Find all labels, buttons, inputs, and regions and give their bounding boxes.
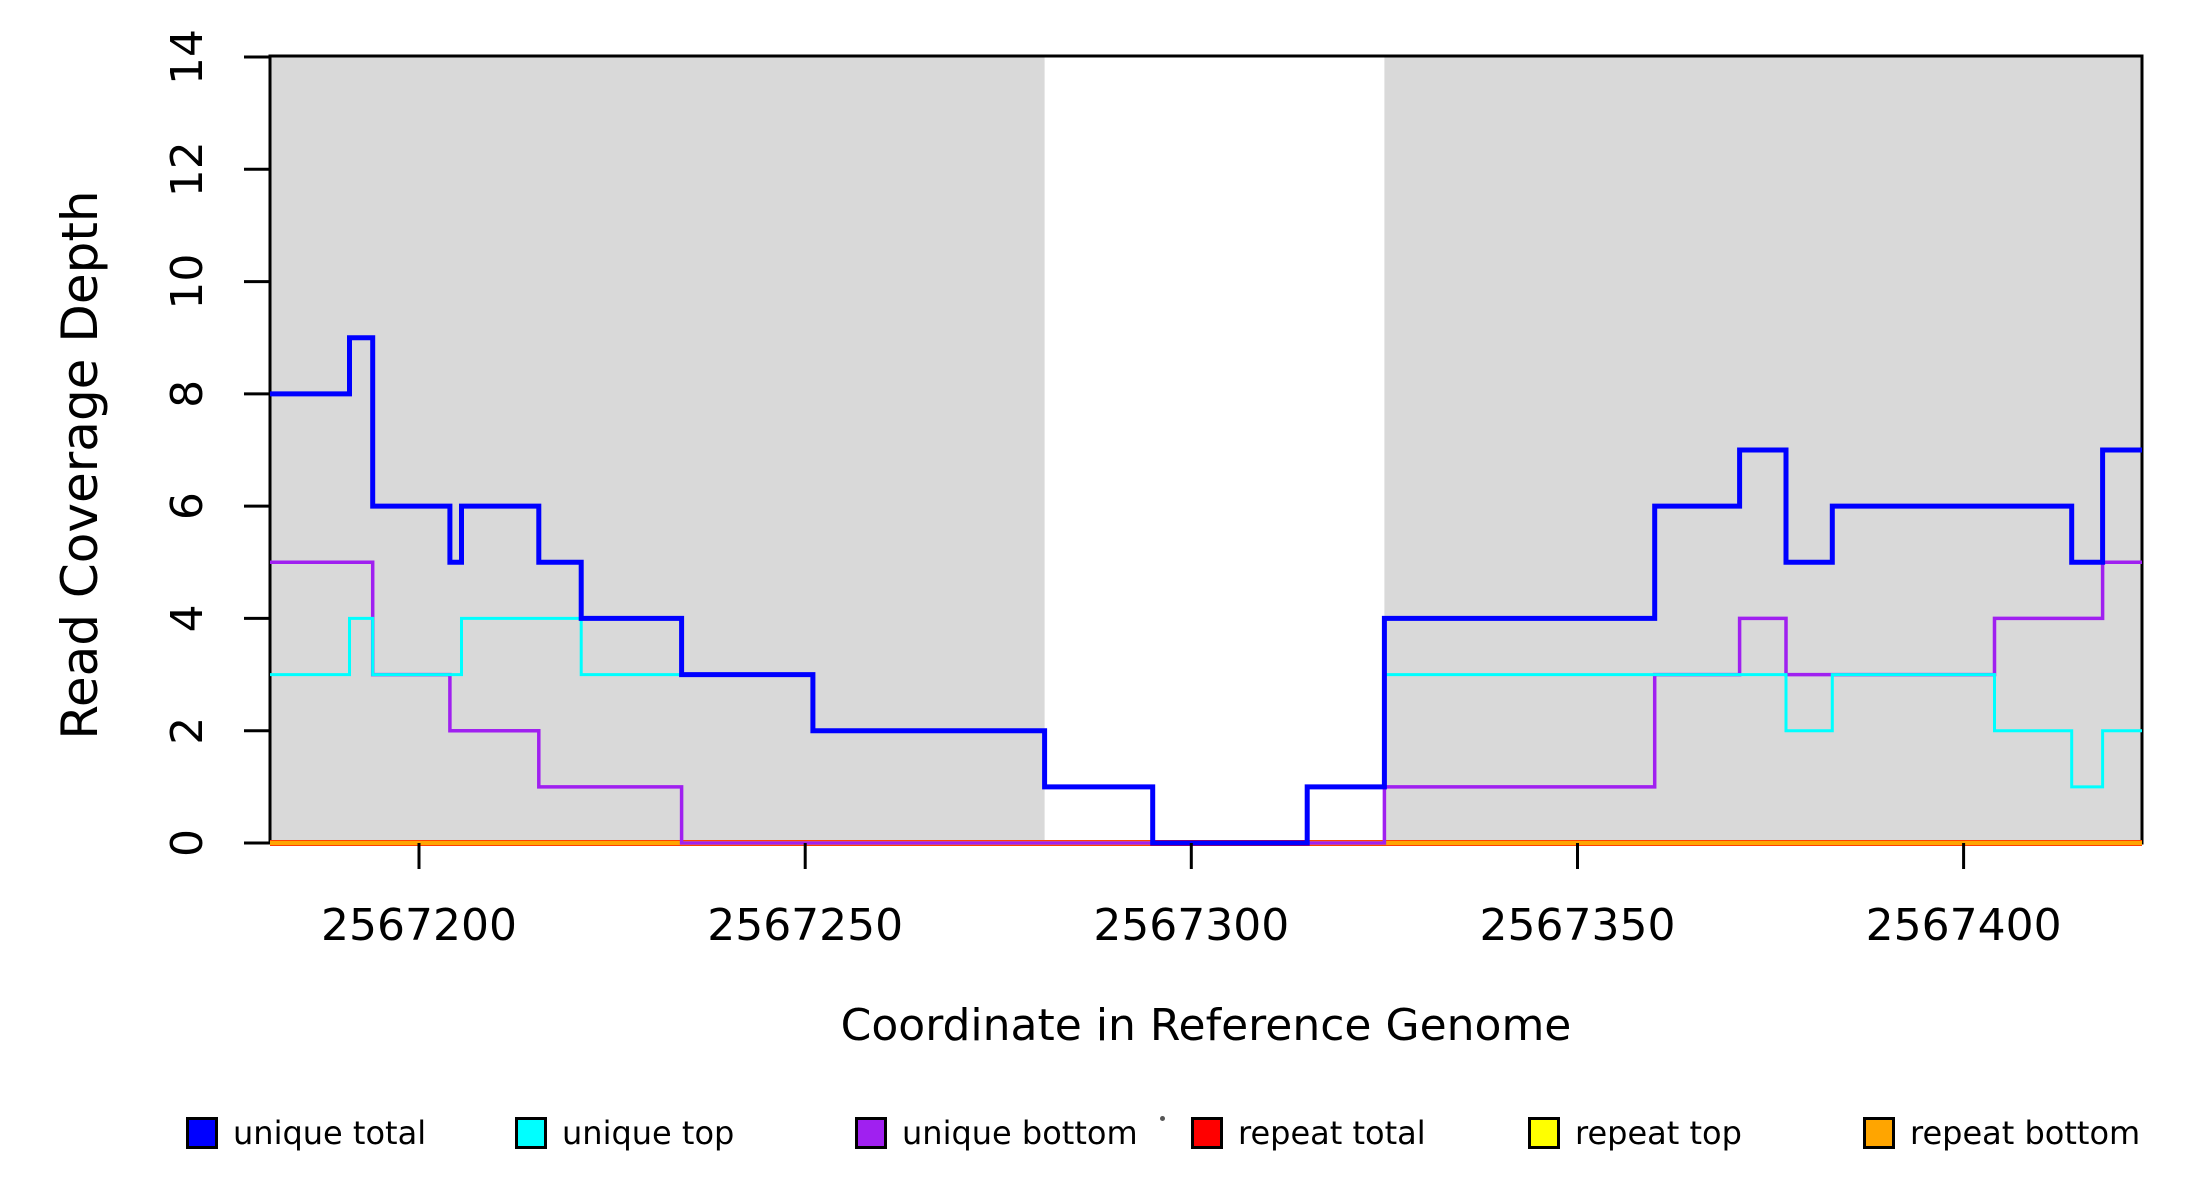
y-tick-label: 14	[162, 29, 213, 85]
legend-label: repeat top	[1575, 1114, 1742, 1152]
stray-mark	[1160, 1116, 1165, 1121]
unique-total-swatch-icon	[186, 1117, 218, 1149]
legend-label: unique top	[562, 1114, 735, 1152]
y-tick-label: 0	[162, 829, 213, 857]
legend-item-repeat-bottom: repeat bottom	[1863, 1114, 2140, 1152]
series-line-unique-bottom	[270, 560, 2142, 845]
unique-top-swatch-icon	[515, 1117, 547, 1149]
shaded-regions	[270, 57, 2142, 843]
axis-ticks	[244, 55, 1966, 869]
legend-label: unique bottom	[902, 1114, 1138, 1152]
series-lines	[270, 335, 2142, 846]
x-tick-label: 2567400	[1866, 900, 2062, 951]
y-tick-label: 8	[162, 380, 213, 408]
x-tick-label: 2567200	[321, 900, 517, 951]
y-tick-label: 4	[162, 604, 213, 632]
legend-label: repeat total	[1238, 1114, 1426, 1152]
legend-label: repeat bottom	[1910, 1114, 2141, 1152]
series-line-unique-total	[270, 335, 2142, 846]
legend-item-unique-bottom: unique bottom	[855, 1114, 1138, 1152]
x-tick-label: 2567350	[1480, 900, 1676, 951]
x-tick-label: 2567300	[1093, 900, 1289, 951]
legend-label: unique total	[233, 1114, 427, 1152]
shaded-band	[270, 57, 1045, 843]
y-axis-title: Read Coverage Depth	[51, 190, 109, 739]
legend-item-repeat-total: repeat total	[1191, 1114, 1426, 1152]
repeat-bottom-swatch-icon	[1863, 1117, 1895, 1149]
legend-item-repeat-top: repeat top	[1528, 1114, 1742, 1152]
legend-item-unique-top: unique top	[515, 1114, 734, 1152]
y-tick-label: 2	[162, 717, 213, 745]
axis-tick-labels: 2567200 2567250 2567300 2567350 2567400 0 2 4 6 8…	[162, 29, 2062, 951]
unique-bottom-swatch-icon	[855, 1117, 887, 1149]
x-axis-title: Coordinate in Reference Genome	[841, 1000, 1572, 1051]
y-tick-label: 6	[162, 492, 213, 520]
y-tick-label: 12	[162, 141, 213, 197]
repeat-total-swatch-icon	[1191, 1117, 1223, 1149]
x-tick-label: 2567250	[707, 900, 903, 951]
y-tick-label: 10	[162, 254, 213, 310]
legend-item-unique-total: unique total	[186, 1114, 426, 1152]
repeat-top-swatch-icon	[1528, 1117, 1560, 1149]
